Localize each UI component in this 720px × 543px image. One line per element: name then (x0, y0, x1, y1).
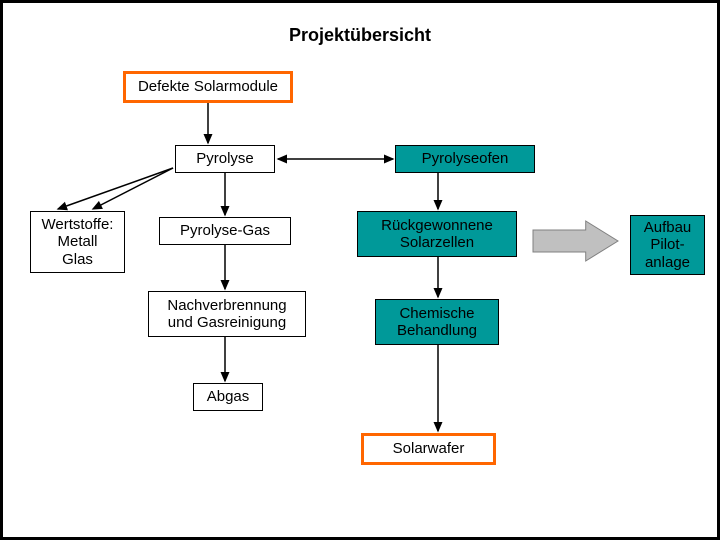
diagram-frame: Projektübersicht Defekte Solarmodule Pyro… (0, 0, 720, 540)
box-abgas: Abgas (193, 383, 263, 411)
box-pyroofen: Pyrolyseofen (395, 145, 535, 173)
page-title: Projektübersicht (3, 25, 717, 46)
box-aufbau: Aufbau Pilot- anlage (630, 215, 705, 275)
box-rueck: Rückgewonnene Solarzellen (357, 211, 517, 257)
box-defekte: Defekte Solarmodule (123, 71, 293, 103)
box-chem: Chemische Behandlung (375, 299, 499, 345)
box-pyrolyse: Pyrolyse (175, 145, 275, 173)
box-wertstoffe: Wertstoffe: Metall Glas (30, 211, 125, 273)
box-nachverb: Nachverbrennung und Gasreinigung (148, 291, 306, 337)
box-solarwafer: Solarwafer (361, 433, 496, 465)
block-arrow (533, 221, 618, 261)
arrow-pyrolyse-wertstoffe (93, 168, 173, 209)
box-pyrogas: Pyrolyse-Gas (159, 217, 291, 245)
arrow-pyrolyse-wertstoffe (58, 168, 173, 209)
